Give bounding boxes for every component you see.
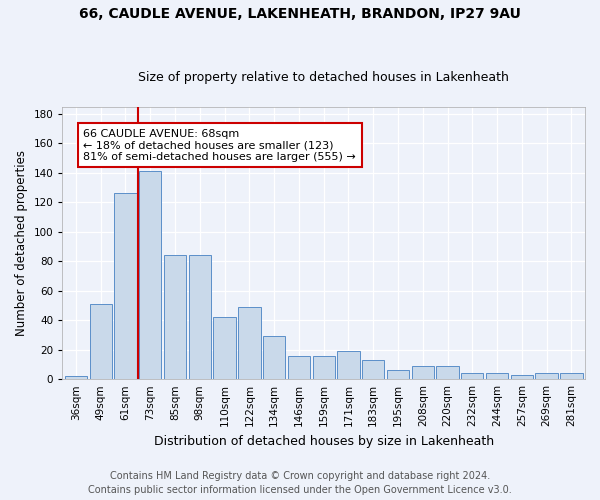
Bar [89,304,112,379]
Bar [486,374,508,379]
Bar [188,256,211,379]
Bar [139,172,161,379]
Bar [115,194,137,379]
Text: Contains HM Land Registry data © Crown copyright and database right 2024.
Contai: Contains HM Land Registry data © Crown c… [88,471,512,495]
Bar [65,376,87,379]
Bar [412,366,434,379]
Y-axis label: Number of detached properties: Number of detached properties [15,150,28,336]
X-axis label: Distribution of detached houses by size in Lakenheath: Distribution of detached houses by size … [154,434,494,448]
Bar [164,256,186,379]
Bar [337,351,359,379]
Bar [238,307,260,379]
Bar [362,360,385,379]
Bar [436,366,458,379]
Bar [214,318,236,379]
Bar [461,374,484,379]
Bar [535,374,558,379]
Bar [387,370,409,379]
Bar [560,374,583,379]
Bar [288,356,310,379]
Text: 66 CAUDLE AVENUE: 68sqm
← 18% of detached houses are smaller (123)
81% of semi-d: 66 CAUDLE AVENUE: 68sqm ← 18% of detache… [83,128,356,162]
Bar [313,356,335,379]
Title: Size of property relative to detached houses in Lakenheath: Size of property relative to detached ho… [138,72,509,85]
Bar [263,336,285,379]
Text: 66, CAUDLE AVENUE, LAKENHEATH, BRANDON, IP27 9AU: 66, CAUDLE AVENUE, LAKENHEATH, BRANDON, … [79,8,521,22]
Bar [511,375,533,379]
